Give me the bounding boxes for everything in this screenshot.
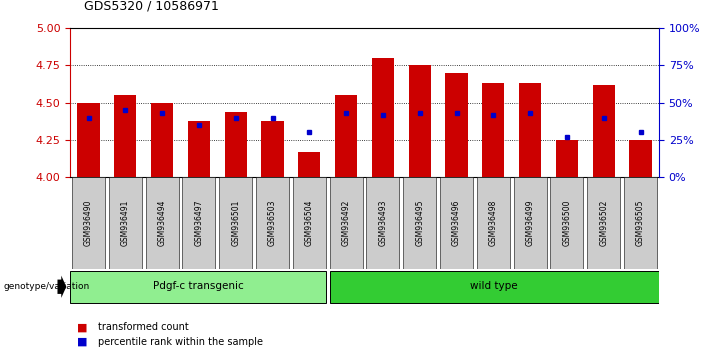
Bar (77, 103, 100, 177)
Text: GSM936503: GSM936503 (268, 200, 277, 246)
Bar (256, 177, 289, 269)
Text: GSM936501: GSM936501 (231, 200, 240, 246)
Text: wild type: wild type (470, 281, 518, 291)
Bar (367, 177, 400, 269)
Bar (293, 177, 326, 269)
Text: GSM936505: GSM936505 (636, 200, 645, 246)
Bar (587, 177, 620, 269)
Bar (188, 120, 210, 177)
Text: GSM936497: GSM936497 (194, 200, 203, 246)
Text: GDS5320 / 10586971: GDS5320 / 10586971 (84, 0, 219, 12)
Bar (403, 177, 436, 269)
Bar (477, 177, 510, 269)
Bar (329, 177, 362, 269)
Bar (72, 177, 105, 269)
Text: GSM936490: GSM936490 (84, 200, 93, 246)
Text: GSM936504: GSM936504 (305, 200, 314, 246)
Bar (514, 177, 547, 269)
Text: GSM936493: GSM936493 (379, 200, 388, 246)
Text: GSM936496: GSM936496 (452, 200, 461, 246)
Bar (182, 177, 215, 269)
Text: ■: ■ (77, 337, 88, 347)
Bar (372, 58, 394, 177)
Text: GSM936499: GSM936499 (526, 200, 535, 246)
Bar (329, 271, 659, 303)
Text: GSM936495: GSM936495 (415, 200, 424, 246)
Bar (629, 140, 652, 177)
Bar (146, 177, 179, 269)
Text: GSM936502: GSM936502 (599, 200, 608, 246)
FancyArrow shape (57, 275, 67, 298)
Text: genotype/variation: genotype/variation (4, 282, 90, 291)
Bar (261, 120, 283, 177)
Bar (299, 152, 320, 177)
Bar (151, 103, 173, 177)
Bar (409, 65, 430, 177)
Text: GSM936500: GSM936500 (562, 200, 571, 246)
Bar (70, 271, 326, 303)
Bar (109, 177, 142, 269)
Bar (445, 73, 468, 177)
Bar (550, 177, 583, 269)
Bar (335, 95, 357, 177)
Bar (114, 95, 136, 177)
Bar (592, 85, 615, 177)
Text: GSM936498: GSM936498 (489, 200, 498, 246)
Bar (440, 177, 473, 269)
Bar (219, 177, 252, 269)
Bar (519, 83, 541, 177)
Bar (224, 112, 247, 177)
Text: GSM936494: GSM936494 (158, 200, 167, 246)
Text: GSM936492: GSM936492 (341, 200, 350, 246)
Text: ■: ■ (77, 322, 88, 332)
Text: percentile rank within the sample: percentile rank within the sample (98, 337, 263, 347)
Bar (556, 140, 578, 177)
Text: Pdgf-c transgenic: Pdgf-c transgenic (153, 281, 243, 291)
Bar (482, 83, 504, 177)
Text: transformed count: transformed count (98, 322, 189, 332)
Bar (624, 177, 657, 269)
Text: GSM936491: GSM936491 (121, 200, 130, 246)
